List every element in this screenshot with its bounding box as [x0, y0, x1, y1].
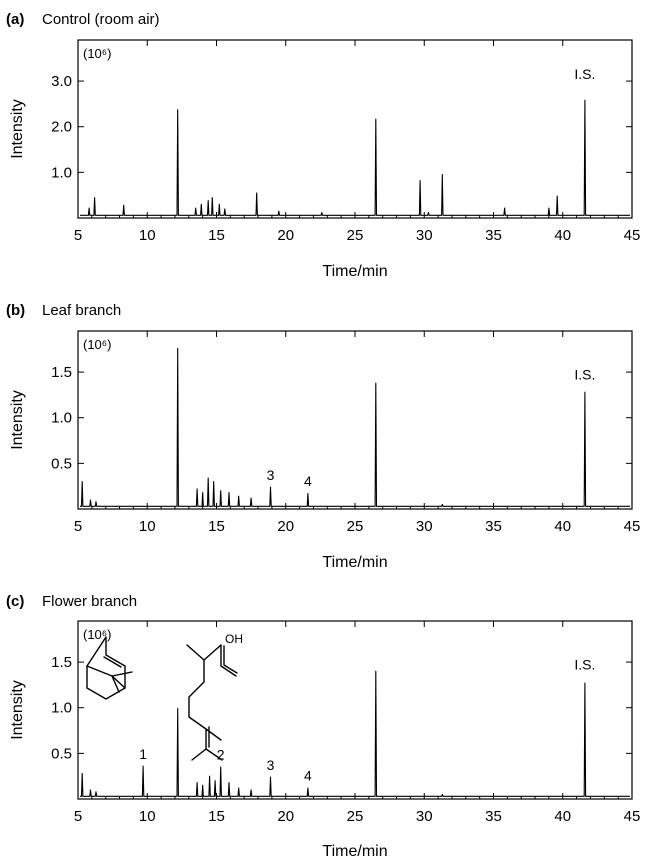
panel-a-ylabel: Intensity	[9, 99, 26, 159]
x-tick-label: 15	[208, 808, 225, 825]
y-tick-label: 2.0	[51, 119, 72, 136]
x-tick-label: 30	[416, 518, 433, 535]
panel-b: (b) Leaf branch (10⁶) Intensity Time/min…	[6, 302, 640, 571]
y-tick-label: 3.0	[51, 73, 72, 90]
x-tick-label: 40	[554, 518, 571, 535]
panel-b-trace	[80, 347, 630, 507]
x-tick-label: 5	[74, 808, 82, 825]
x-tick-label: 40	[554, 227, 571, 244]
peak-annotation: I.S.	[574, 66, 595, 82]
pinene-gem-dimethyl	[111, 671, 133, 693]
panel-a: (a) Control (room air) (10⁶) Intensity T…	[6, 11, 640, 280]
panel-b-annotations: 3 4 I.S.	[267, 366, 596, 489]
y-tick-label: 1.0	[51, 410, 72, 427]
panel-b-ticks: 5 10 15 20 25 30 35 40 45 0.5 1.0 1.5	[51, 331, 640, 535]
peak-annotation: 4	[304, 473, 312, 489]
peak-annotation: 3	[267, 757, 275, 773]
x-tick-label: 5	[74, 518, 82, 535]
panel-b-title: Leaf branch	[42, 302, 121, 319]
panel-a-letter: (a)	[6, 11, 24, 28]
peak-annotation: I.S.	[574, 656, 595, 672]
panel-a-trace	[80, 99, 630, 216]
panel-b-ylabel: Intensity	[9, 390, 26, 450]
panel-c-ticks: 5 10 15 20 25 30 35 40 45 0.5 1.0 1.5	[51, 621, 640, 825]
x-tick-label: 35	[485, 518, 502, 535]
x-tick-label: 45	[624, 518, 641, 535]
panel-a-scale-note: (10⁶)	[83, 46, 111, 61]
panel-c-ylabel: Intensity	[9, 680, 26, 740]
pinene-bridge	[86, 665, 126, 689]
panel-c-scale-note: (10⁶)	[83, 627, 111, 642]
x-tick-label: 15	[208, 227, 225, 244]
x-tick-label: 40	[554, 808, 571, 825]
x-tick-label: 35	[485, 808, 502, 825]
y-tick-label: 1.5	[51, 654, 72, 671]
linalool-skeleton	[186, 644, 237, 761]
y-tick-label: 1.0	[51, 700, 72, 717]
peak-annotation: 3	[267, 467, 275, 483]
linalool-vinyl-double-bond	[223, 645, 238, 674]
peak-annotation: 4	[304, 768, 312, 784]
panel-c: (c) Flower branch (10⁶) Intensity Time/m…	[6, 593, 640, 860]
panel-b-plot-frame	[77, 330, 633, 510]
panel-b-letter: (b)	[6, 302, 25, 319]
panel-b-xlabel: Time/min	[322, 554, 387, 571]
peak-annotation: I.S.	[574, 366, 595, 382]
alpha-pinene-structure	[86, 636, 133, 700]
panel-c-xlabel: Time/min	[322, 843, 387, 860]
panel-c-title: Flower branch	[42, 593, 137, 610]
panel-b-scale-note: (10⁶)	[83, 337, 111, 352]
y-tick-label: 1.5	[51, 364, 72, 381]
x-tick-label: 30	[416, 227, 433, 244]
panel-c-plot-frame	[77, 620, 633, 800]
x-tick-label: 35	[485, 227, 502, 244]
pinene-ring	[86, 636, 126, 700]
peak-annotation: 1	[139, 746, 147, 762]
x-tick-label: 10	[139, 227, 156, 244]
x-tick-label: 10	[139, 518, 156, 535]
x-tick-label: 25	[347, 227, 364, 244]
x-tick-label: 20	[277, 518, 294, 535]
x-tick-label: 30	[416, 808, 433, 825]
panel-a-ticks: 5 10 15 20 25 30 35 40 45 1.0 2.0 3.0	[51, 40, 640, 244]
y-tick-label: 0.5	[51, 745, 72, 762]
x-tick-label: 45	[624, 808, 641, 825]
x-tick-label: 5	[74, 227, 82, 244]
x-tick-label: 25	[347, 808, 364, 825]
panel-a-xlabel: Time/min	[322, 263, 387, 280]
linalool-structure: OH	[186, 632, 243, 761]
panel-a-annotations: I.S.	[574, 66, 595, 82]
x-tick-label: 10	[139, 808, 156, 825]
pinene-double-bond	[103, 656, 122, 668]
x-tick-label: 25	[347, 518, 364, 535]
panel-a-plot-frame	[77, 39, 633, 219]
x-tick-label: 15	[208, 518, 225, 535]
peak-annotation: 2	[217, 747, 225, 763]
x-tick-label: 20	[277, 227, 294, 244]
panel-a-title: Control (room air)	[42, 11, 160, 28]
panel-c-annotations: 1 2 3 4 I.S.	[139, 656, 595, 783]
x-tick-label: 20	[277, 808, 294, 825]
y-tick-label: 0.5	[51, 455, 72, 472]
panel-c-trace	[80, 670, 630, 797]
y-tick-label: 1.0	[51, 164, 72, 181]
linalool-oh-label: OH	[225, 632, 243, 646]
panel-c-letter: (c)	[6, 593, 24, 610]
x-tick-label: 45	[624, 227, 641, 244]
